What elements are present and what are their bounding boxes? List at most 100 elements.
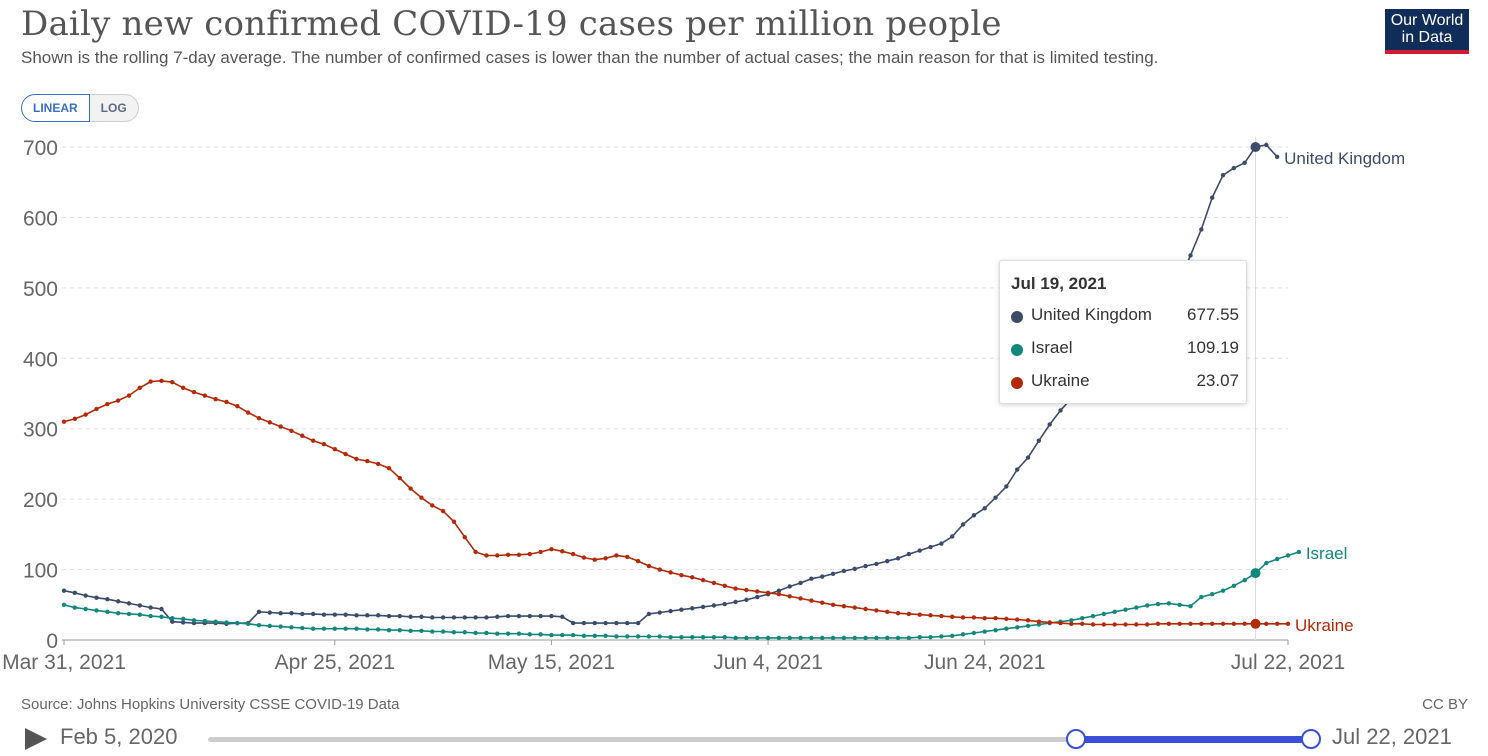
data-point (505, 631, 511, 636)
timeline-selected-range[interactable] (1076, 736, 1311, 743)
data-point (755, 594, 760, 600)
data-point (1004, 626, 1009, 631)
data-point (733, 635, 738, 641)
data-point (635, 634, 641, 639)
owid-logo[interactable]: Our World in Data (1385, 9, 1469, 54)
y-tick-label: 400 (23, 348, 58, 371)
data-point (646, 634, 652, 639)
data-point (625, 634, 630, 639)
timeline-start-handle[interactable] (1066, 729, 1086, 749)
timeline-end-label[interactable]: Jul 22, 2021 (1332, 724, 1452, 749)
log-scale-button[interactable]: LOG (89, 94, 139, 122)
x-tick-label: Jun 24, 2021 (924, 651, 1045, 674)
data-point (1177, 602, 1182, 607)
data-point (657, 567, 662, 572)
data-point (202, 393, 208, 398)
data-point (885, 635, 890, 641)
linear-scale-button[interactable]: LINEAR (21, 94, 90, 122)
data-point (375, 627, 381, 632)
play-icon[interactable] (25, 728, 47, 750)
x-tick-label: May 15, 2021 (488, 651, 615, 674)
data-point (570, 551, 576, 557)
series-end-label: Israel (1306, 544, 1348, 563)
source-note[interactable]: Source: Johns Hopkins University CSSE CO… (21, 696, 400, 713)
tooltip-series-name: United Kingdom (1031, 305, 1152, 324)
data-point (1058, 620, 1063, 626)
data-point (267, 610, 273, 615)
data-point (365, 613, 370, 618)
tooltip-series-name: Israel (1031, 338, 1073, 357)
data-point (1101, 622, 1107, 627)
data-point (191, 618, 197, 623)
data-point (538, 613, 543, 619)
data-point (430, 629, 435, 634)
data-point (830, 571, 836, 576)
data-point (549, 632, 554, 638)
data-point (1188, 253, 1193, 258)
data-point (365, 627, 370, 632)
timeline-end-handle[interactable] (1301, 729, 1321, 749)
timeline-track[interactable] (208, 737, 1312, 742)
y-tick-label: 100 (23, 560, 58, 583)
license-link[interactable]: CC BY (1422, 696, 1468, 713)
y-tick-label: 300 (23, 419, 58, 442)
data-point (1231, 165, 1237, 171)
data-point (657, 610, 662, 615)
line-chart[interactable]: 0 100 200 300 400 500 600 700 Mar 31, 2021 Apr 25… (0, 0, 1488, 700)
x-tick-label: Mar 31, 2021 (2, 651, 126, 674)
data-point (614, 620, 619, 626)
data-point (776, 592, 782, 597)
x-tick-label: Jul 22, 2021 (1231, 651, 1345, 674)
logo-line-1: Our World (1390, 12, 1464, 29)
data-point (1015, 467, 1020, 472)
data-point (462, 615, 467, 620)
data-point (419, 614, 424, 619)
data-point (993, 627, 998, 633)
data-point (841, 568, 847, 574)
series-line-2 (63, 379, 1288, 626)
data-point (1199, 227, 1204, 232)
data-point (744, 597, 749, 603)
data-point (1134, 622, 1139, 627)
data-point (170, 380, 175, 385)
data-point (1242, 160, 1247, 166)
data-point (72, 605, 78, 610)
data-point (657, 634, 662, 639)
tooltip-series-value: 23.07 (1196, 371, 1239, 390)
data-point (505, 613, 511, 619)
data-point (635, 620, 641, 626)
data-point (1250, 568, 1261, 579)
data-point (1264, 142, 1269, 148)
data-point (1264, 560, 1269, 566)
data-point (711, 634, 717, 640)
data-point (592, 557, 597, 562)
data-point (852, 635, 857, 641)
data-point (1220, 621, 1226, 627)
data-point (440, 629, 446, 634)
data-point (386, 627, 392, 633)
data-point (668, 570, 673, 575)
data-point (1079, 615, 1085, 621)
data-point (744, 635, 749, 641)
data-point (982, 506, 987, 511)
data-point (462, 534, 467, 540)
data-point (61, 602, 67, 607)
data-point (755, 589, 760, 594)
data-point (560, 549, 565, 554)
data-point (874, 635, 879, 641)
data-point (1209, 592, 1215, 597)
data-point (1231, 583, 1237, 588)
data-point (841, 635, 847, 641)
data-point (885, 609, 890, 615)
timeline-start-label[interactable]: Feb 5, 2020 (60, 724, 178, 749)
data-point (668, 608, 673, 614)
data-point (538, 632, 543, 637)
data-point (1058, 408, 1063, 413)
data-point (105, 609, 110, 615)
data-point (473, 630, 478, 636)
data-point (1025, 618, 1031, 623)
data-point (798, 596, 803, 601)
data-point (1047, 422, 1052, 427)
data-point (798, 580, 803, 586)
legend-dot-icon (1011, 311, 1023, 323)
